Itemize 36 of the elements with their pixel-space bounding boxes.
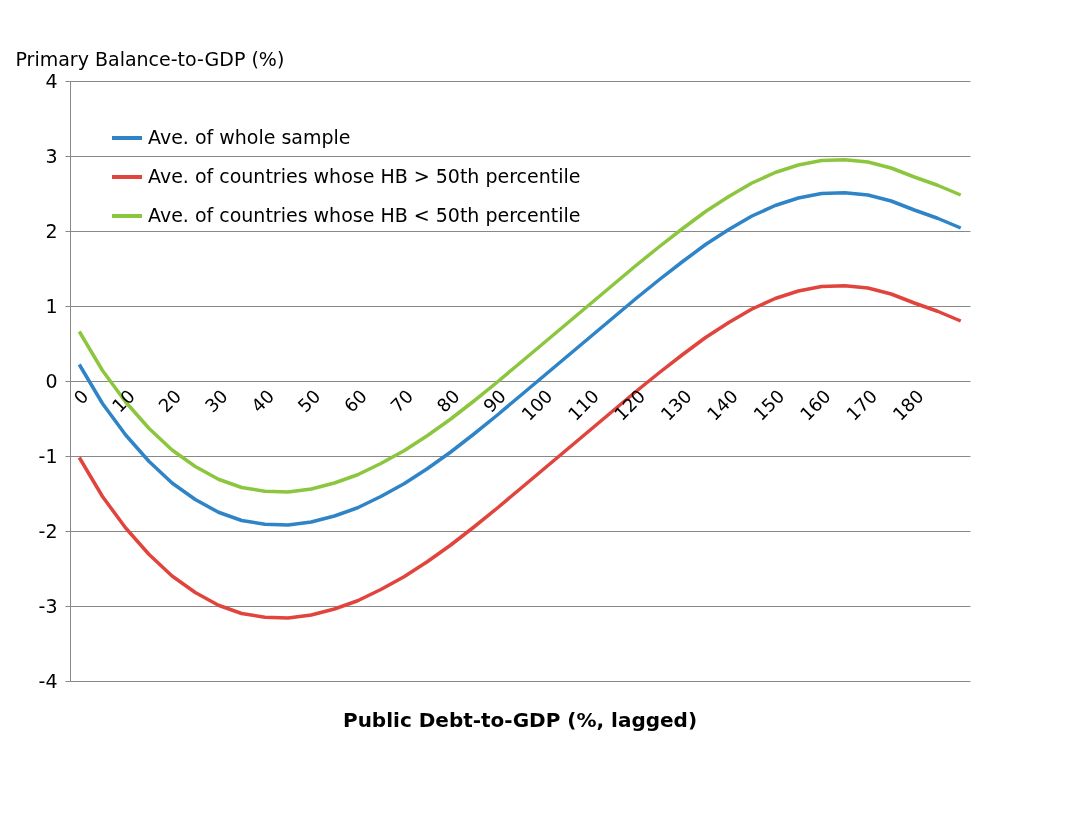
x-tick-label: 110	[563, 385, 603, 425]
x-tick-label: 50	[293, 385, 325, 417]
y-tick-label: 4	[45, 69, 58, 92]
x-tick-label: 30	[200, 385, 232, 417]
line-series	[77, 284, 963, 620]
y-tick-label: 1	[45, 294, 58, 317]
x-tick-label: 150	[749, 385, 789, 425]
y-tick-label: 2	[45, 219, 58, 242]
x-tick-label: 90	[478, 385, 511, 417]
x-tick-label: 10	[107, 385, 139, 417]
x-tick-label: 60	[339, 385, 371, 417]
legend-label: Ave. of whole sample	[148, 126, 351, 148]
y-tick-label: -3	[38, 594, 58, 617]
x-axis-title: Public Debt-to-GDP (%, lagged)	[342, 708, 698, 732]
x-tick-label: 0	[69, 385, 93, 409]
y-tick-label: 0	[45, 369, 58, 392]
x-tick-label: 40	[247, 385, 279, 417]
x-tick-label: 120	[610, 385, 650, 425]
x-tick-label: 180	[888, 385, 928, 425]
line-series	[77, 158, 963, 494]
x-tick-label: 100	[517, 385, 557, 425]
legend-label: Ave. of countries whose HB > 50th percentile	[148, 165, 581, 187]
legend-label: Ave. of countries whose HB < 50th percentile	[148, 204, 581, 226]
x-tick-label: 70	[386, 385, 418, 417]
x-tick-label: 80	[432, 385, 464, 417]
y-tick-label: 3	[45, 144, 58, 167]
x-tick-label: 130	[656, 385, 696, 425]
line-series	[77, 191, 963, 527]
x-tick-label: 170	[842, 385, 882, 425]
y-tick-label: -4	[38, 669, 58, 692]
x-tick-label: 20	[154, 385, 186, 417]
y-tick-label: -1	[38, 444, 58, 467]
x-tick-label: 160	[795, 385, 835, 425]
y-tick-label: -2	[38, 519, 58, 542]
y-axis-title: Primary Balance-to-GDP (%)	[15, 47, 285, 70]
x-tick-label: 140	[702, 385, 742, 425]
